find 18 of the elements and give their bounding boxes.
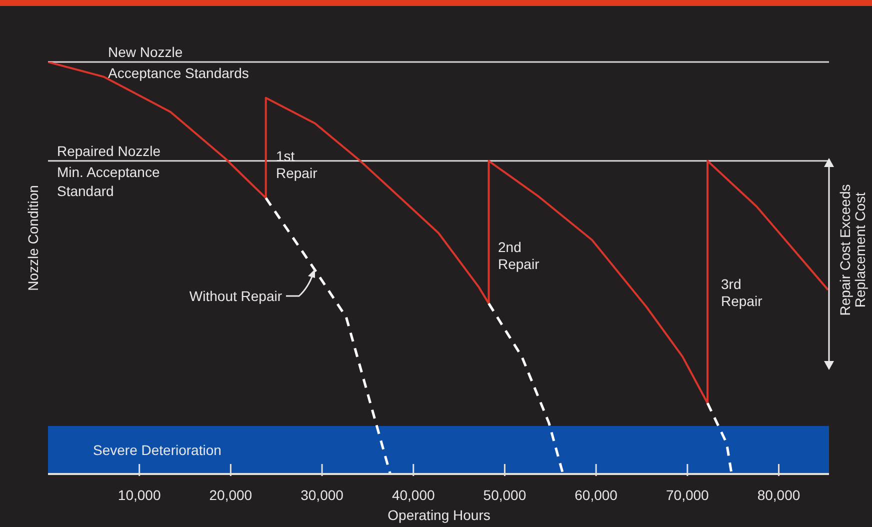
x-tick-label: 30,000: [300, 487, 344, 503]
x-tick-label: 60,000: [574, 487, 618, 503]
annotation: 3rd Repair: [721, 276, 762, 310]
annotation: 2nd Repair: [498, 239, 540, 273]
x-tick-label: 20,000: [209, 487, 252, 503]
band-label: Severe Deterioration: [93, 442, 222, 458]
annotation: Without Repair: [189, 288, 282, 304]
ref-line-label: New Nozzle Acceptance Standards: [108, 44, 249, 81]
text: Repair Cost Exceeds Replacement Cost: [837, 184, 868, 316]
x-tick-label: 70,000: [666, 487, 710, 503]
x-tick-label: 50,000: [483, 487, 526, 503]
annotation: 1st Repair: [276, 148, 318, 182]
y-axis-title: Nozzle Condition: [25, 185, 41, 291]
x-tick-label: 80,000: [757, 487, 800, 503]
x-axis-title: Operating Hours: [388, 507, 490, 523]
x-tick-label: 40,000: [392, 487, 435, 503]
x-tick-label: 10,000: [118, 487, 161, 503]
ref-line-label: Repaired Nozzle Min. Acceptance Standard: [57, 142, 161, 199]
